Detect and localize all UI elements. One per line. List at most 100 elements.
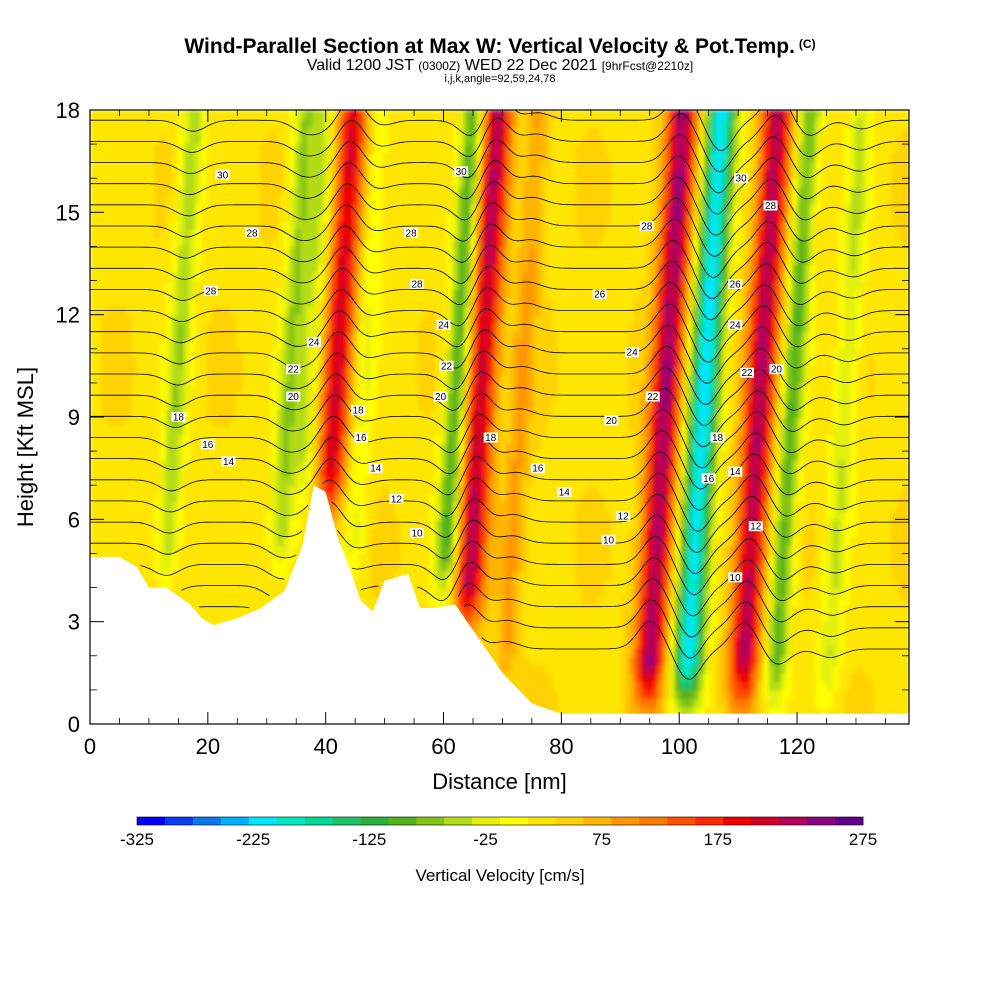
field-cell [212,510,220,521]
field-cell [452,152,460,162]
field-cell [306,434,314,444]
field-cell [160,493,167,504]
field-cell [288,485,296,495]
field-cell [142,536,150,546]
field-cell [107,399,115,410]
field-cell [101,510,109,521]
field-cell [294,451,302,461]
field-cell [370,502,378,512]
field-cell [341,502,349,512]
field-cell [236,178,243,188]
field-cell [95,468,103,478]
field-cell [376,135,384,145]
field-cell [487,161,495,171]
field-cell [160,263,167,273]
field-cell [95,502,103,512]
field-cell [452,263,460,273]
field-cell [405,212,413,222]
field-cell [253,169,261,180]
field-cell [271,476,278,487]
field-cell [171,468,179,478]
field-cell [481,135,489,145]
field-cell [347,527,355,538]
field-cell [411,331,419,342]
field-cell [458,434,466,444]
field-cell [493,604,501,614]
field-cell [306,314,314,324]
field-cell [125,314,132,324]
field-cell [347,553,355,563]
field-cell [207,587,214,597]
field-cell [341,331,349,342]
field-cell [376,527,384,538]
field-cell [148,331,156,342]
field-cell [201,127,208,137]
field-cell [201,357,208,367]
field-cell [353,357,360,367]
field-cell [236,587,243,597]
field-cell [470,127,477,137]
field-cell [230,323,238,333]
field-cell [253,212,261,222]
field-cell [347,306,355,316]
field-cell [277,459,284,469]
field-cell [476,195,483,205]
field-cell [201,485,208,495]
field-cell [312,161,319,171]
field-cell [435,399,442,410]
field-cell [195,348,202,359]
field-cell [125,135,132,145]
field-cell [277,570,284,580]
field-cell [95,229,103,239]
field-cell [130,442,138,452]
field-cell [148,237,156,248]
field-cell [446,135,454,145]
field-cell [119,254,126,265]
field-cell [441,340,448,350]
field-cell [107,468,115,478]
field-cell [294,263,302,273]
field-cell [107,144,115,154]
field-cell [142,246,150,256]
field-cell [417,127,425,137]
field-cell [101,417,109,427]
field-cell [405,144,413,154]
field-cell [435,229,442,239]
field-cell [417,382,425,393]
field-cell [277,254,284,265]
field-cell [113,323,121,333]
field-cell [195,203,202,214]
field-cell [154,485,161,495]
field-cell [136,536,144,546]
field-cell [306,220,314,231]
field-cell [125,527,132,538]
field-cell [370,544,378,555]
field-cell [294,272,302,282]
field-cell [423,195,431,205]
field-cell [300,323,308,333]
field-cell [195,536,202,546]
field-cell [441,272,448,282]
field-cell [359,195,366,205]
field-cell [119,110,126,120]
field-cell [236,127,243,137]
field-cell [277,417,284,427]
field-cell [236,186,243,197]
field-cell [306,485,314,495]
field-cell [458,161,466,171]
field-cell [247,587,255,597]
field-cell [341,510,349,521]
field-cell [212,596,220,606]
field-cell [423,186,431,197]
field-cell [470,314,477,324]
field-cell [271,229,278,239]
field-cell [271,203,278,214]
field-cell [429,289,436,299]
field-cell [335,476,343,487]
field-cell [154,254,161,265]
field-cell [101,365,109,376]
field-cell [306,459,314,469]
field-cell [359,118,366,128]
field-cell [230,476,238,487]
field-cell [458,229,466,239]
